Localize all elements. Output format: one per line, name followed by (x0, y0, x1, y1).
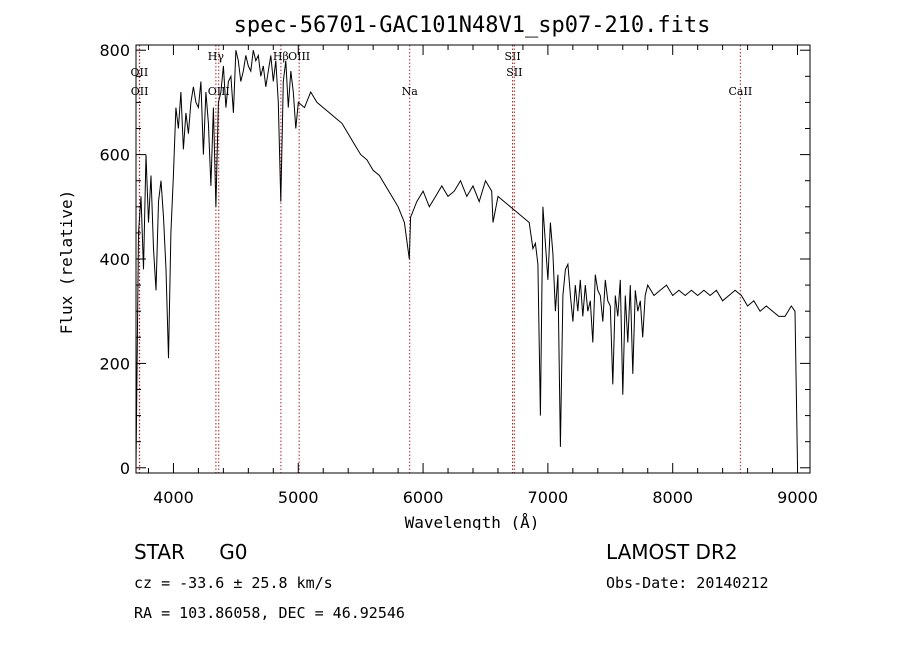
survey-name: LAMOST DR2 (606, 540, 738, 564)
x-tick-label: 7000 (528, 488, 569, 507)
spectral-line-label: OIII (288, 50, 310, 63)
object-class: STAR G0 (134, 540, 248, 564)
x-tick-label: 4000 (153, 488, 194, 507)
coordinates-info: RA = 103.86058, DEC = 46.92546 (134, 604, 405, 622)
chart-title: spec-56701-GAC101N48V1_sp07-210.fits (234, 13, 711, 38)
spectrum-series-line (135, 50, 798, 468)
x-tick-label: 6000 (403, 488, 444, 507)
spectral-line-label: Hβ (273, 50, 289, 63)
y-tick-label: 200 (99, 354, 130, 373)
plot-frame (135, 44, 811, 474)
redshift-info: cz = -33.6 ± 25.8 km/s (134, 574, 333, 592)
spectral-line-label: SII (506, 66, 522, 79)
y-axis-label: Flux (relative) (57, 190, 76, 335)
spectral-line-label: OIII (208, 85, 230, 98)
object-type: STAR (134, 540, 185, 564)
spectral-line-label: OII (131, 85, 149, 98)
y-tick-label: 400 (99, 250, 130, 269)
axis-ticks: 4000 5000 6000 7000 8000 9000 0 200 400 600 800 (99, 41, 817, 507)
spectrum-chart: spec-56701-GAC101N48V1_sp07-210.fits OII… (57, 13, 818, 530)
x-axis-label: Wavelength (Å) (405, 513, 540, 530)
y-tick-label: 0 (120, 459, 130, 478)
x-tick-label: 8000 (652, 488, 693, 507)
spectral-line-label: CaII (729, 85, 753, 98)
spectral-subclass: G0 (219, 540, 248, 564)
x-tick-label: 9000 (777, 488, 818, 507)
spectral-line-label: Hγ (208, 50, 225, 63)
x-tick-label: 5000 (278, 488, 319, 507)
spectral-line-label: Na (402, 85, 419, 98)
observation-date: Obs-Date: 20140212 (606, 574, 769, 592)
y-tick-label: 600 (99, 146, 130, 165)
spectral-line-label: OII (131, 66, 149, 79)
y-tick-label: 800 (99, 41, 130, 60)
spectral-line-label: SII (504, 50, 520, 63)
